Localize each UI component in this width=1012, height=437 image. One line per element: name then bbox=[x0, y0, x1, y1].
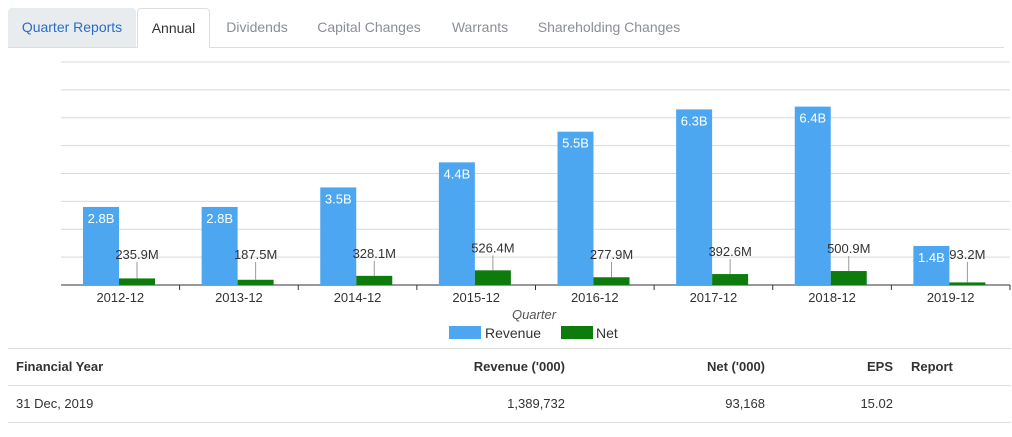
legend-swatch-revenue bbox=[449, 326, 481, 339]
x-axis-title: Quarter bbox=[512, 307, 557, 322]
tab-bar: Quarter Reports Annual Dividends Capital… bbox=[8, 8, 1004, 48]
cell-net: 93,168 bbox=[725, 396, 765, 411]
net-data-label: 392.6M bbox=[708, 244, 751, 259]
revenue-bar bbox=[83, 206, 119, 285]
header-report: Report bbox=[911, 359, 953, 374]
revenue-data-label: 2.8B bbox=[88, 211, 115, 226]
revenue-bar bbox=[557, 131, 594, 285]
revenue-data-label: 3.5B bbox=[325, 191, 352, 206]
header-net: Net ('000) bbox=[707, 359, 765, 374]
net-bar bbox=[830, 271, 867, 285]
x-tick-label: 2017-12 bbox=[690, 290, 738, 305]
tab-shareholding-changes[interactable]: Shareholding Changes bbox=[537, 19, 681, 35]
net-data-label: 526.4M bbox=[471, 240, 514, 255]
net-bar bbox=[474, 270, 511, 285]
x-tick-label: 2013-12 bbox=[215, 290, 263, 305]
revenue-data-label: 4.4B bbox=[444, 166, 471, 181]
tab-capital-changes[interactable]: Capital Changes bbox=[317, 19, 421, 35]
cell-revenue: 1,389,732 bbox=[507, 396, 565, 411]
tab-annual[interactable]: Annual bbox=[137, 8, 210, 48]
revenue-data-label: 2.8B bbox=[206, 211, 233, 226]
net-bar bbox=[237, 279, 274, 285]
x-tick-label: 2015-12 bbox=[452, 290, 500, 305]
revenue-bar bbox=[913, 245, 950, 285]
tab-dividends[interactable]: Dividends bbox=[226, 19, 288, 35]
revenue-bar bbox=[438, 162, 475, 285]
tab-warrants[interactable]: Warrants bbox=[451, 19, 509, 35]
x-tick-label: 2014-12 bbox=[334, 290, 382, 305]
header-revenue: Revenue ('000) bbox=[473, 359, 565, 374]
x-tick-label: 2012-12 bbox=[96, 290, 144, 305]
net-data-label: 328.1M bbox=[353, 246, 396, 261]
revenue-data-label: 6.3B bbox=[681, 113, 708, 128]
net-bar bbox=[712, 274, 749, 285]
cell-financial-year: 31 Dec, 2019 bbox=[16, 396, 94, 411]
table-row: 31 Dec, 2019 1,389,732 93,168 15.02 bbox=[8, 385, 1011, 423]
cell-eps: 15.02 bbox=[860, 396, 893, 411]
net-data-label: 235.9M bbox=[115, 247, 158, 262]
table-header-row: Financial Year Revenue ('000) Net ('000)… bbox=[8, 348, 1011, 385]
revenue-data-label: 5.5B bbox=[562, 136, 589, 151]
legend-label-net: Net bbox=[596, 325, 618, 341]
net-data-label: 500.9M bbox=[827, 241, 870, 256]
net-data-label: 93.2M bbox=[949, 247, 985, 262]
legend-label-revenue: Revenue bbox=[485, 325, 541, 341]
revenue-data-label: 6.4B bbox=[799, 111, 826, 126]
x-tick-label: 2016-12 bbox=[571, 290, 619, 305]
tab-quarter-reports[interactable]: Quarter Reports bbox=[8, 8, 136, 47]
x-tick-label: 2018-12 bbox=[808, 290, 856, 305]
legend-swatch-net bbox=[561, 326, 593, 339]
revenue-bar bbox=[794, 106, 831, 285]
header-eps: EPS bbox=[866, 359, 893, 374]
net-bar bbox=[593, 277, 630, 285]
net-bar bbox=[356, 275, 393, 285]
net-data-label: 187.5M bbox=[234, 247, 277, 262]
annual-table: Financial Year Revenue ('000) Net ('000)… bbox=[8, 348, 1011, 423]
header-financial-year: Financial Year bbox=[16, 359, 104, 374]
net-bar bbox=[949, 282, 986, 285]
revenue-data-label: 1.4B bbox=[918, 250, 945, 265]
net-data-label: 277.9M bbox=[590, 247, 633, 262]
net-bar bbox=[119, 278, 155, 285]
revenue-bar bbox=[676, 109, 713, 285]
revenue-bar bbox=[320, 187, 357, 285]
revenue-bar bbox=[201, 206, 238, 285]
x-tick-label: 2019-12 bbox=[927, 290, 975, 305]
annual-chart: 2.8B 235.9M 2012-12 2.8B 187.5M 2013-12 3.5B 32… bbox=[61, 61, 1011, 341]
